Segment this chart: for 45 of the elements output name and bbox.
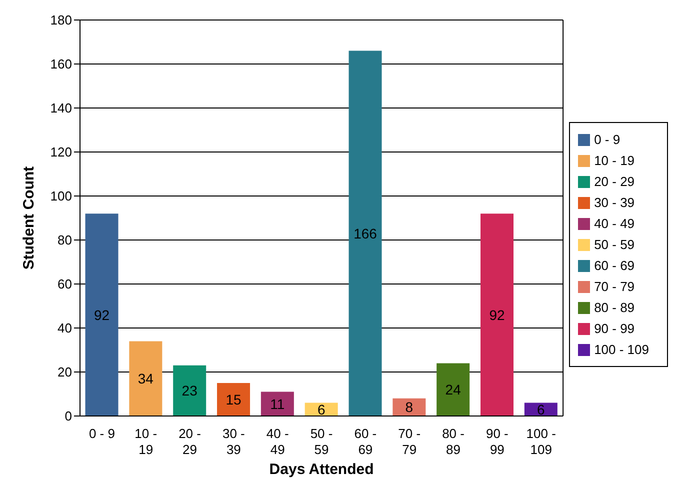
y-tick-label: 100 <box>50 188 72 204</box>
legend-label: 70 - 79 <box>594 278 635 294</box>
legend-label: 30 - 39 <box>594 194 635 210</box>
y-tick-label: 140 <box>50 100 72 116</box>
data-label: 166 <box>354 225 378 242</box>
data-label: 92 <box>94 306 110 323</box>
x-tick-label: 90 - 99 <box>486 426 508 457</box>
x-axis-title: Days Attended <box>269 461 374 478</box>
data-label: 34 <box>138 370 154 387</box>
y-tick-label: 20 <box>58 364 72 380</box>
y-tick-label: 120 <box>50 144 72 160</box>
x-tick-label: 50 - 59 <box>310 426 333 457</box>
x-tick-label: 60 - 69 <box>354 426 377 457</box>
data-label: 15 <box>226 391 242 408</box>
x-tick-label: 0 - 9 <box>88 426 115 441</box>
legend-label: 50 - 59 <box>594 236 635 252</box>
data-label: 6 <box>317 401 326 418</box>
data-label: 6 <box>537 401 546 418</box>
y-tick-label: 180 <box>50 12 72 28</box>
y-tick-label: 80 <box>58 232 72 248</box>
legend-label: 60 - 69 <box>594 258 635 272</box>
x-tick-label: 70 - 79 <box>398 426 421 457</box>
legend-label: 20 - 29 <box>594 174 635 188</box>
legend-label: 90 - 99 <box>594 320 635 336</box>
x-tick-label: 20 - 29 <box>178 426 201 457</box>
x-tick-label: 80 - 89 <box>442 426 464 457</box>
data-label: 92 <box>489 306 505 323</box>
y-tick-label: 0 <box>64 408 72 424</box>
legend-label: 100 - 109 <box>594 342 649 356</box>
y-tick-label: 60 <box>58 276 72 292</box>
data-label: 23 <box>182 382 198 399</box>
legend-label: 80 - 89 <box>594 300 635 314</box>
legend-label: 10 - 19 <box>594 152 635 168</box>
x-tick-label: 100 - 109 <box>526 426 556 457</box>
legend-label: 0 - 9 <box>594 132 620 146</box>
y-tick-label: 160 <box>50 56 72 72</box>
data-label: 8 <box>405 399 414 416</box>
x-tick-label: 40 - 49 <box>266 426 289 457</box>
x-tick-label: 10 - 19 <box>134 426 158 457</box>
data-label: 11 <box>270 396 285 412</box>
legend-label: 40 - 49 <box>594 216 635 230</box>
data-label: 24 <box>445 382 462 398</box>
y-tick-label: 40 <box>58 320 72 336</box>
y-axis-title: Student Count <box>20 166 38 270</box>
x-tick-label: 30 - 39 <box>222 426 245 457</box>
